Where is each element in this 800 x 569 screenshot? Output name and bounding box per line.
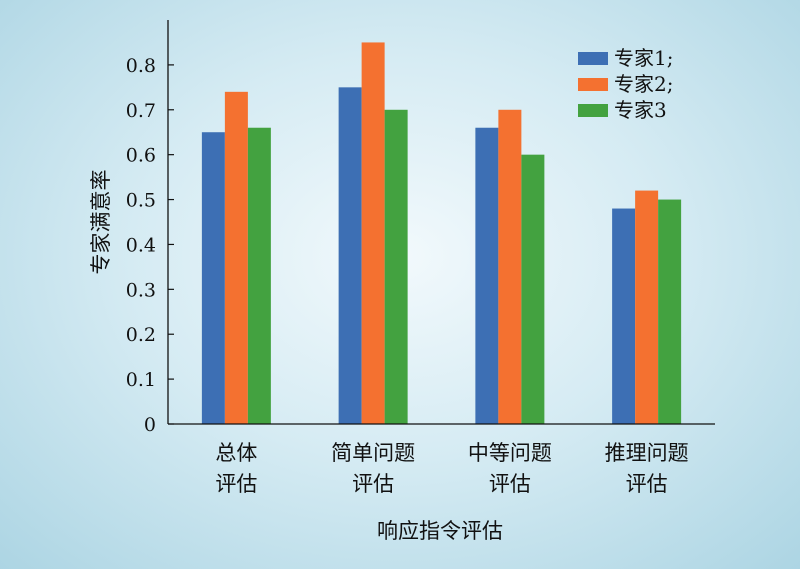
x-axis-label: 响应指令评估 — [377, 519, 503, 543]
y-axis-label: 专家满意率 — [89, 170, 113, 275]
legend-label: 专家3 — [614, 98, 667, 122]
y-tick-label: 0.8 — [126, 55, 156, 77]
bar — [201, 132, 225, 424]
y-tick-label: 0.1 — [126, 369, 156, 391]
bar — [498, 109, 522, 425]
y-tick-label: 0.2 — [126, 324, 156, 346]
bar — [475, 127, 499, 424]
bar — [384, 109, 408, 425]
y-tick-label: 0.4 — [126, 234, 156, 256]
legend-swatch — [578, 52, 608, 65]
legend: 专家1;专家2;专家3 — [578, 46, 673, 122]
bars-group — [201, 42, 682, 425]
legend-swatch — [578, 78, 608, 91]
x-tick-label: 中等问题 — [468, 441, 552, 465]
y-tick-label: 0.7 — [126, 100, 156, 122]
x-tick-label: 评估 — [215, 472, 257, 496]
legend-label: 专家2; — [614, 72, 673, 96]
x-tick-label: 总体 — [215, 441, 257, 465]
y-ticks-group: 0 0.1 0.2 0.3 0.4 0.5 0.6 0.7 0.8 — [126, 55, 174, 436]
bar — [338, 87, 362, 424]
x-tick-label: 推理问题 — [605, 441, 689, 465]
bar — [224, 91, 248, 425]
x-tick-label: 评估 — [489, 472, 531, 496]
bar — [658, 199, 682, 424]
legend-swatch — [578, 104, 608, 117]
axes-group — [167, 20, 715, 425]
y-tick-label: 0.5 — [126, 190, 156, 212]
y-tick-label: 0 — [144, 414, 156, 436]
bar — [361, 42, 385, 424]
y-tick-label: 0.3 — [126, 279, 156, 301]
x-tick-label: 评估 — [626, 472, 668, 496]
bar — [247, 127, 271, 424]
bar — [612, 208, 636, 424]
y-tick-label: 0.6 — [126, 145, 156, 167]
bar — [635, 190, 659, 424]
bar — [521, 154, 545, 424]
x-tick-label: 简单问题 — [331, 441, 415, 465]
legend-label: 专家1; — [614, 46, 673, 70]
x-tick-label: 评估 — [352, 472, 394, 496]
